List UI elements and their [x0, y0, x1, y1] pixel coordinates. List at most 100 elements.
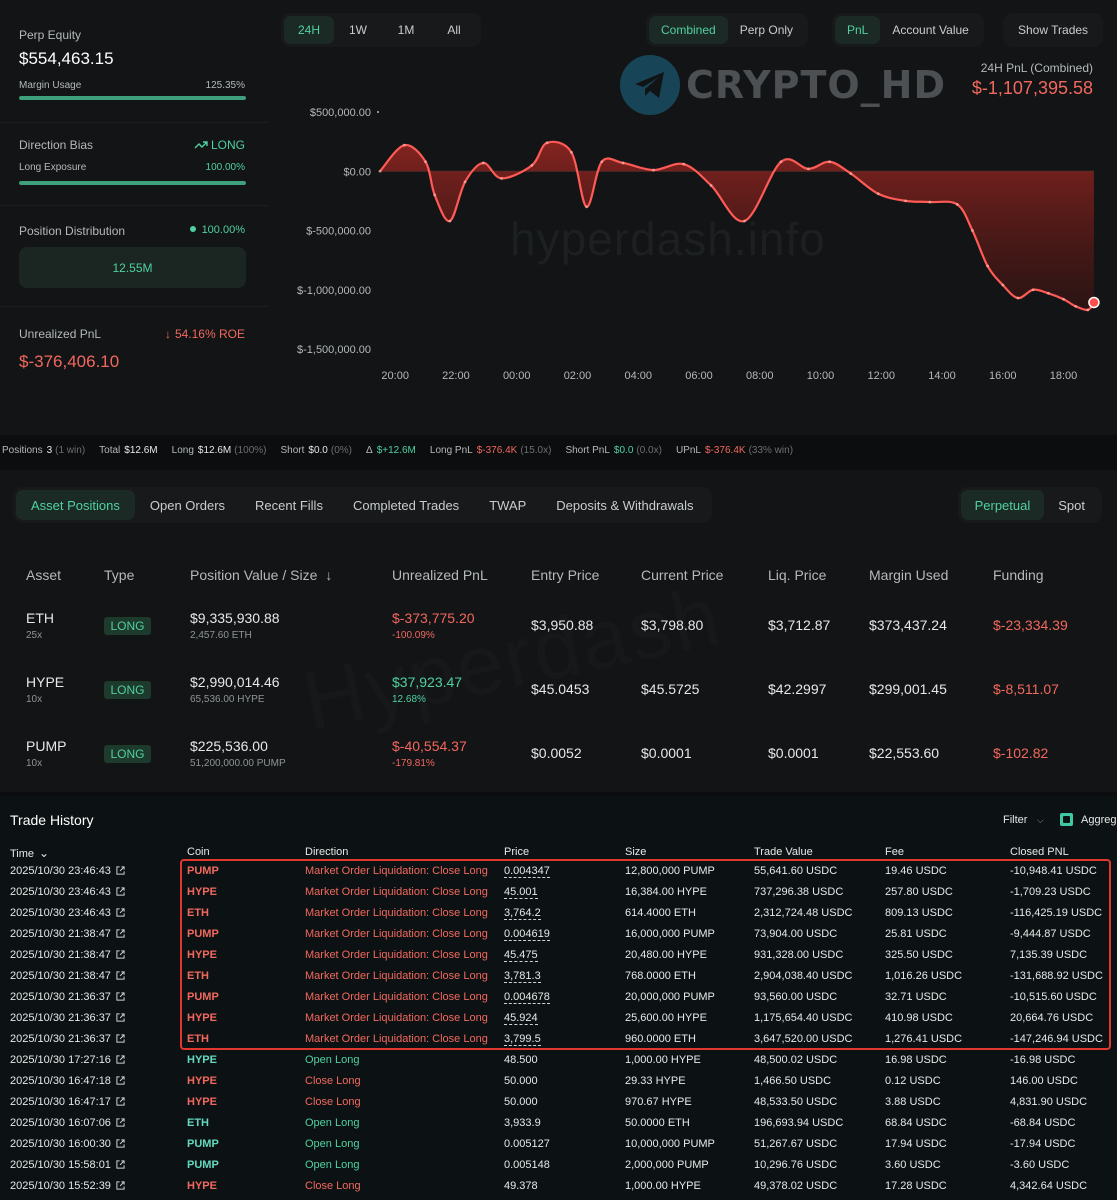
position-entry-price: $3,950.88: [531, 617, 594, 633]
external-link-icon[interactable]: [116, 1055, 125, 1064]
external-link-icon[interactable]: [116, 971, 125, 980]
mode-perp-only[interactable]: Perp Only: [739, 23, 794, 37]
trade-time: 2025/10/30 16:47:17: [10, 1096, 125, 1108]
external-link-icon[interactable]: [116, 950, 125, 959]
trade-price[interactable]: 0.004619: [504, 928, 550, 941]
tab-open-orders[interactable]: Open Orders: [149, 497, 226, 513]
trade-value: 55,641.60 USDC: [754, 865, 838, 877]
column-header-entry-price: Entry Price: [531, 567, 600, 583]
trade-history-row[interactable]: 2025/10/30 21:36:37 HYPE Market Order Liqu…: [0, 1009, 1117, 1030]
trade-history-row[interactable]: 2025/10/30 21:38:47 PUMP Market Order Liqu…: [0, 925, 1117, 946]
column-header-position-value-size[interactable]: Position Value / Size ↓: [190, 567, 333, 583]
stat-short-pnl: Short PnL $0.0 (0.0x): [565, 445, 662, 456]
history-header-time[interactable]: Time ⌄: [10, 846, 50, 860]
trade-price[interactable]: 45.475: [504, 949, 538, 962]
external-link-icon[interactable]: [116, 929, 125, 938]
position-upnl: $-40,554.37: [392, 738, 467, 754]
external-link-icon[interactable]: [116, 866, 125, 875]
chevron-down-icon[interactable]: ⌄: [39, 846, 50, 860]
stat-note: (15.0x): [520, 444, 552, 456]
timeframe-1w[interactable]: 1W: [349, 23, 367, 37]
position-liq-price: $42.2997: [768, 681, 827, 697]
tab-asset-positions[interactable]: Asset Positions: [16, 490, 135, 520]
trade-history-row[interactable]: 2025/10/30 21:36:37 ETH Market Order Liqui…: [0, 1030, 1117, 1051]
timeframe-1m[interactable]: 1M: [397, 23, 415, 37]
trade-history-row[interactable]: 2025/10/30 16:00:30 PUMP Open Long 0.005127…: [0, 1135, 1117, 1156]
trade-price: 50.000: [504, 1096, 538, 1108]
pnl-point: [569, 150, 573, 154]
trade-history-row[interactable]: 2025/10/30 16:47:17 HYPE Close Long 50.000 9…: [0, 1093, 1117, 1114]
trade-size: 970.67 HYPE: [625, 1096, 692, 1108]
position-leverage: 10x: [26, 694, 43, 705]
sort-arrow-icon[interactable]: ↓: [325, 567, 333, 583]
filter-button[interactable]: Filter: [1003, 814, 1028, 826]
external-link-icon[interactable]: [116, 1181, 125, 1190]
external-link-icon[interactable]: [116, 992, 125, 1001]
trade-price[interactable]: 0.004678: [504, 991, 550, 1004]
y-tick-label: $-1,500,000.00: [297, 344, 371, 356]
pnl-point: [1031, 288, 1035, 292]
aggregate-checkbox[interactable]: [1060, 813, 1073, 826]
trade-size: 20,480.00 HYPE: [625, 949, 707, 961]
external-link-icon[interactable]: [116, 1076, 125, 1085]
trade-history-row[interactable]: 2025/10/30 15:52:39 HYPE Close Long 49.378 1…: [0, 1177, 1117, 1198]
show-trades-button[interactable]: Show Trades: [1018, 23, 1089, 37]
trade-closed-pnl: -116,425.19 USDC: [1010, 907, 1103, 919]
metric-pnl[interactable]: PnL: [835, 16, 881, 44]
watermark-brand-text: CRYPTO_HD: [686, 63, 947, 107]
pnl-point: [402, 143, 406, 147]
external-link-icon[interactable]: [116, 1160, 125, 1169]
external-link-icon[interactable]: [116, 1139, 125, 1148]
tab-twap[interactable]: TWAP: [489, 497, 527, 513]
timeframe-all[interactable]: All: [447, 23, 461, 37]
column-header-margin-used: Margin Used: [869, 567, 949, 583]
trade-price[interactable]: 45.001: [504, 886, 538, 899]
mode-combined[interactable]: Combined: [649, 16, 728, 44]
trade-history-row[interactable]: 2025/10/30 17:27:16 HYPE Open Long 48.500 1,…: [0, 1051, 1117, 1072]
tab-recent-fills[interactable]: Recent Fills: [255, 497, 323, 513]
trade-history-row[interactable]: 2025/10/30 21:36:37 PUMP Market Order Liqu…: [0, 988, 1117, 1009]
position-distribution-bar[interactable]: 12.55M: [19, 247, 246, 288]
trade-history-row[interactable]: 2025/10/30 23:46:43 PUMP Market Order Liqu…: [0, 862, 1117, 883]
x-tick-label: 16:00: [989, 370, 1017, 382]
trade-history-row[interactable]: 2025/10/30 21:38:47 HYPE Market Order Liqu…: [0, 946, 1117, 967]
external-link-icon[interactable]: [116, 908, 125, 917]
metric-account-value[interactable]: Account Value: [892, 23, 969, 37]
chevron-down-icon[interactable]: ⌵: [1037, 815, 1044, 825]
trade-history-row[interactable]: 2025/10/30 15:58:01 PUMP Open Long 0.005148…: [0, 1156, 1117, 1177]
trade-closed-pnl: 4,831.90 USDC: [1010, 1096, 1088, 1108]
trade-time: 2025/10/30 23:46:43: [10, 886, 125, 898]
trade-history-row[interactable]: 2025/10/30 23:46:43 HYPE Market Order Liqu…: [0, 883, 1117, 904]
market-perpetual[interactable]: Perpetual: [960, 490, 1045, 520]
timeframe-24h[interactable]: 24H: [284, 16, 334, 44]
external-link-icon[interactable]: [116, 887, 125, 896]
stat-value: $12.6M: [197, 444, 232, 456]
trade-coin: PUMP: [187, 991, 219, 1003]
trade-history-row[interactable]: 2025/10/30 16:07:06 ETH Open Long 3,933.9 50…: [0, 1114, 1117, 1135]
tab-deposits-withdrawals[interactable]: Deposits & Withdrawals: [556, 497, 694, 513]
tab-completed-trades[interactable]: Completed Trades: [352, 497, 460, 513]
trade-price[interactable]: 3,764.2: [504, 907, 541, 920]
pnl-point: [1086, 308, 1090, 312]
external-link-icon[interactable]: [116, 1034, 125, 1043]
trade-value: 2,904,038.40 USDC: [754, 970, 853, 982]
trade-price[interactable]: 0.004347: [504, 865, 550, 878]
trade-history-row[interactable]: 2025/10/30 23:46:43 ETH Market Order Liqui…: [0, 904, 1117, 925]
trade-history-row[interactable]: 2025/10/30 16:47:18 HYPE Close Long 50.000 2…: [0, 1072, 1117, 1093]
trade-history-row[interactable]: 2025/10/30 21:38:47 ETH Market Order Liqui…: [0, 967, 1117, 988]
external-link-icon[interactable]: [116, 1097, 125, 1106]
trade-closed-pnl: -68.84 USDC: [1010, 1117, 1076, 1129]
trade-direction: Close Long: [305, 1180, 361, 1192]
external-link-icon[interactable]: [116, 1013, 125, 1022]
trade-price[interactable]: 45.924: [504, 1012, 538, 1025]
divider: [0, 122, 268, 123]
pnl-chart[interactable]: $500,000.00 $0.00 $-500,000.00 $-1,000,000.…: [270, 55, 1117, 415]
external-link-icon[interactable]: [116, 1118, 125, 1127]
trade-price[interactable]: 3,799.5: [504, 1033, 541, 1046]
trade-value: 196,693.94 USDC: [754, 1117, 844, 1129]
trade-price[interactable]: 3,781.3: [504, 970, 541, 983]
pnl-point: [378, 169, 382, 173]
market-spot[interactable]: Spot: [1058, 497, 1085, 513]
telegram-logo-icon: [620, 55, 680, 115]
trade-coin: PUMP: [187, 1138, 219, 1150]
